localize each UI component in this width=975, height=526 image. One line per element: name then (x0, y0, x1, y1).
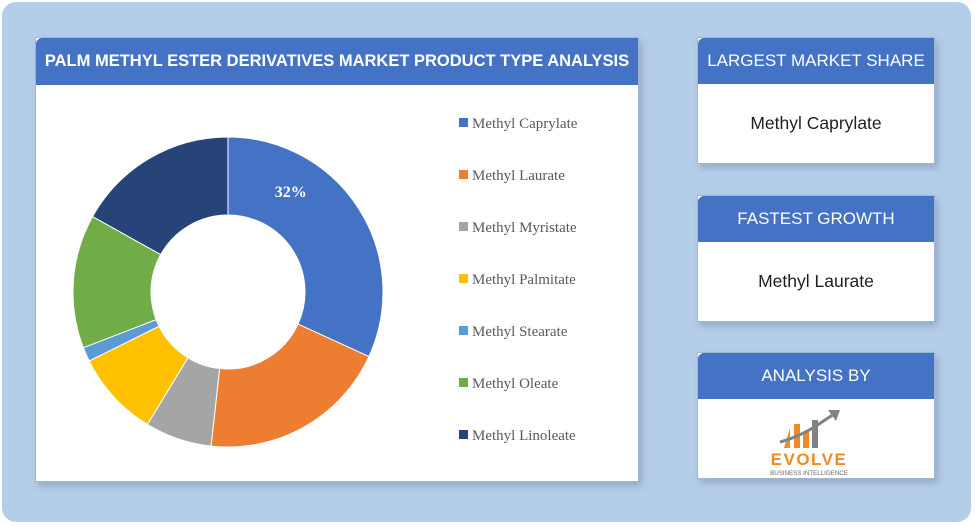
legend-swatch (459, 170, 468, 179)
largest-share-value: Methyl Caprylate (750, 113, 882, 133)
legend-swatch (459, 118, 468, 127)
donut-slice-methyl-laurate (210, 323, 370, 448)
legend-item: Methyl Palmitate (459, 272, 576, 292)
chart-title: PALM METHYL ESTER DERIVATIVES MARKET PRO… (36, 38, 638, 85)
donut-chart: 32% (72, 136, 384, 448)
legend-item: Methyl Caprylate (459, 116, 577, 136)
legend-swatch (459, 222, 468, 231)
fastest-growth-card: FASTEST GROWTH Methyl Laurate (697, 195, 935, 322)
analysis-by-heading: ANALYSIS BY (698, 353, 934, 399)
logo-name: EVOLVE (771, 450, 848, 469)
legend-label: Methyl Myristate (472, 220, 577, 236)
fastest-growth-heading: FASTEST GROWTH (698, 196, 934, 242)
legend-swatch (459, 326, 468, 335)
legend-item: Methyl Myristate (459, 220, 577, 240)
largest-share-card: LARGEST MARKET SHARE Methyl Caprylate (697, 37, 935, 164)
legend-swatch (459, 274, 468, 283)
donut-slice-methyl-caprylate (227, 136, 384, 358)
legend-label: Methyl Linoleate (472, 428, 576, 444)
legend-label: Methyl Caprylate (472, 116, 578, 132)
largest-share-heading: LARGEST MARKET SHARE (698, 38, 934, 84)
evolve-logo: EVOLVE BUSINESS INTELLIGENCE (770, 410, 848, 477)
fastest-growth-value: Methyl Laurate (758, 271, 874, 291)
logo-tagline: BUSINESS INTELLIGENCE (770, 470, 848, 477)
analysis-by-card: ANALYSIS BY EVOLVE BUSINESS INTELLIGENCE (697, 352, 935, 479)
legend-swatch (459, 430, 468, 439)
legend-item: Methyl Stearate (459, 324, 567, 344)
legend-item: Methyl Laurate (459, 168, 565, 188)
legend-item: Methyl Oleate (459, 376, 558, 396)
legend-label: Methyl Palmitate (472, 272, 576, 288)
chart-card: PALM METHYL ESTER DERIVATIVES MARKET PRO… (35, 37, 639, 482)
legend-item: Methyl Linoleate (459, 428, 576, 448)
logo-area: EVOLVE BUSINESS INTELLIGENCE (698, 399, 934, 478)
donut-slice-methyl-linoleate (91, 136, 229, 256)
legend-label: Methyl Laurate (472, 168, 565, 184)
legend-label: Methyl Stearate (472, 324, 568, 340)
data-label: 32% (275, 184, 307, 201)
legend-swatch (459, 378, 468, 387)
legend-label: Methyl Oleate (472, 376, 559, 392)
